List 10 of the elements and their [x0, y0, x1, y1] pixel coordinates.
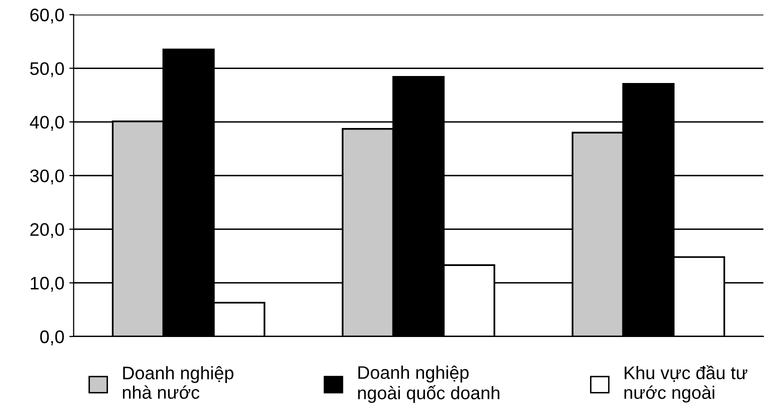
y-tick-label: 50,0	[30, 62, 64, 78]
y-tick-label: 0,0	[40, 330, 64, 346]
y-tick-label: 60,0	[30, 8, 64, 24]
legend-label: Khu vực đầu tư nước ngoài	[624, 365, 748, 403]
legend-label: Doanh nghiệp ngoài quốc doanh	[358, 366, 500, 403]
y-tick-label: 10,0	[30, 276, 64, 292]
legend-label: Doanh nghiệp nhà nước	[122, 366, 234, 399]
y-tick-label: 20,0	[30, 223, 64, 238]
y-tick-label: 40,0	[30, 116, 64, 131]
y-tick-label: 30,0	[30, 169, 64, 184]
